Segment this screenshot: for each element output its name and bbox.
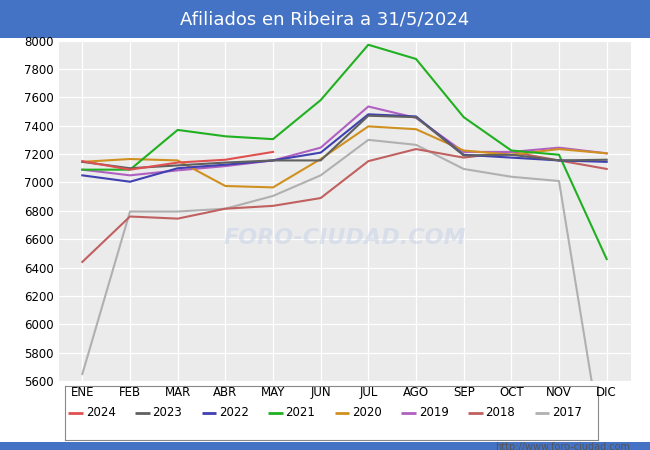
Text: 2021: 2021: [285, 406, 315, 419]
Text: 2019: 2019: [419, 406, 448, 419]
Text: 2023: 2023: [152, 406, 182, 419]
Text: 2020: 2020: [352, 406, 382, 419]
Text: 2018: 2018: [486, 406, 515, 419]
Text: Afiliados en Ribeira a 31/5/2024: Afiliados en Ribeira a 31/5/2024: [181, 10, 469, 28]
Text: 2024: 2024: [86, 406, 116, 419]
Text: 2022: 2022: [219, 406, 249, 419]
Text: FORO-CIUDAD.COM: FORO-CIUDAD.COM: [223, 228, 466, 248]
Text: 2017: 2017: [552, 406, 582, 419]
Text: http://www.foro-ciudad.com: http://www.foro-ciudad.com: [495, 442, 630, 450]
